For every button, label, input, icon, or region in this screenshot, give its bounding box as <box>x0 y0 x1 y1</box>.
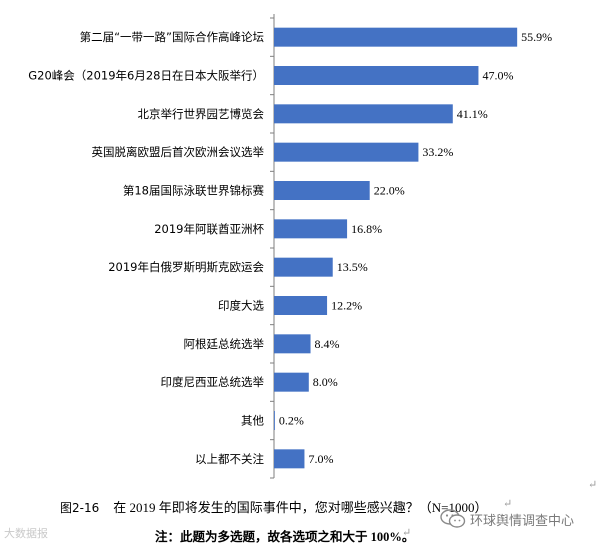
bar <box>274 104 453 124</box>
value-label: 12.2% <box>331 299 362 313</box>
category-label: 北京举行世界园艺博览会 <box>138 107 265 121</box>
category-label: 第二届“一带一路”国际合作高峰论坛 <box>80 30 265 44</box>
figure-number: 图2-16 <box>60 501 100 515</box>
value-label: 16.8% <box>351 222 382 236</box>
bar <box>274 449 305 469</box>
watermark-right: 环球舆情调查中心 <box>440 509 574 529</box>
bar <box>274 372 309 392</box>
paragraph-mark: ↵ <box>503 497 513 510</box>
value-label: 22.0% <box>374 184 405 198</box>
category-label: 2019年白俄罗斯明斯克欧运会 <box>108 260 264 274</box>
wechat-icon <box>440 509 466 528</box>
value-label: 7.0% <box>308 452 333 466</box>
value-label: 33.2% <box>422 145 453 159</box>
category-label: 2019年阿联酋亚洲杯 <box>154 222 264 236</box>
category-label: 以上都不关注 <box>195 452 264 466</box>
paragraph-mark: ↵ <box>588 478 598 491</box>
bar <box>274 411 275 430</box>
category-label: G20峰会（2019年6月28日在日本大阪举行） <box>28 69 264 83</box>
value-label: 55.9% <box>521 30 552 44</box>
bar <box>274 27 518 47</box>
value-label: 8.0% <box>313 375 338 389</box>
watermark-right-text: 环球舆情调查中心 <box>470 513 575 529</box>
value-label: 0.2% <box>279 414 304 428</box>
watermark-left: 大数据报 <box>4 527 48 540</box>
bar <box>274 334 311 354</box>
category-label: 第18届国际泳联世界锦标赛 <box>123 184 265 198</box>
category-label: 其他 <box>241 414 264 428</box>
bar <box>274 257 333 277</box>
bar <box>274 142 419 162</box>
bar-chart: 第二届“一带一路”国际合作高峰论坛 55.9% G20峰会（2019年6月28日在日… <box>28 14 552 479</box>
category-label: 英国脱离欧盟后首次欧洲会议选举 <box>92 145 265 159</box>
value-label: 13.5% <box>337 260 368 274</box>
category-label: 印度大选 <box>218 299 264 313</box>
bar <box>274 296 328 315</box>
bar <box>274 181 370 200</box>
category-label: 印度尼西亚总统选举 <box>161 375 265 389</box>
bar <box>274 219 348 239</box>
bar <box>274 66 479 85</box>
figure-caption: 图2-16 在 2019 年即将发生的国际事件中，您对哪些感兴趣？（N=1000） <box>60 497 613 516</box>
paragraph-mark: ↵ <box>402 526 412 539</box>
figure-note: 注：此题为多选题，故各选项之和大于 100%。 <box>155 530 415 544</box>
category-label: 阿根廷总统选举 <box>184 337 265 351</box>
value-label: 41.1% <box>457 107 488 121</box>
value-label: 8.4% <box>315 337 340 351</box>
figure-caption-text: 在 2019 年即将发生的国际事件中，您对哪些感兴趣？（N=1000） <box>113 500 488 515</box>
value-label: 47.0% <box>482 69 513 83</box>
